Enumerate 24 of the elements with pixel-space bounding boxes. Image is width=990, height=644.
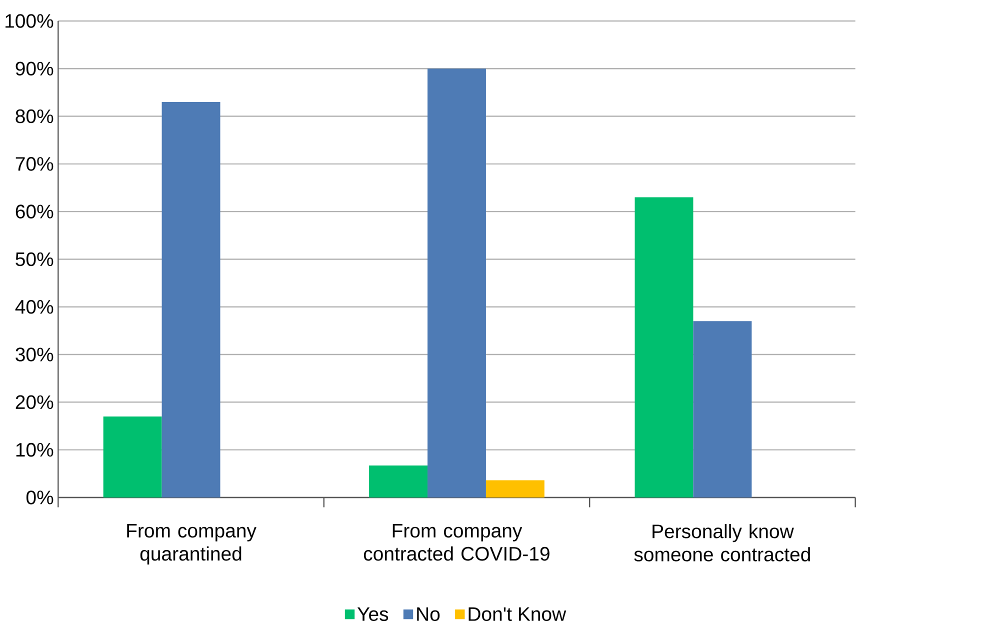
- x-tick-label: From company quarantined: [127, 524, 256, 565]
- y-tick-label: 90%: [16, 62, 54, 76]
- y-tick-label: 50%: [16, 252, 54, 266]
- y-tick-label: 70%: [16, 157, 54, 172]
- legend-label: Yes: [357, 608, 388, 622]
- y-tick-label: 10%: [16, 443, 54, 457]
- y-tick-label: 80%: [16, 110, 54, 124]
- bar: [369, 466, 428, 498]
- legend-label: Don't Know: [468, 608, 566, 622]
- y-tick-label: 20%: [16, 396, 54, 410]
- x-tick-label: From company contracted COVID-19: [364, 524, 550, 561]
- bar: [428, 68, 486, 498]
- bar: [103, 416, 162, 498]
- y-tick-label: 60%: [16, 204, 54, 219]
- x-tick-label: Personally know someone contracted: [634, 524, 810, 562]
- bar: [162, 102, 220, 498]
- bar: [486, 480, 544, 498]
- legend-label: No: [417, 608, 440, 622]
- y-tick-label: 100%: [6, 14, 54, 28]
- bar: [693, 321, 752, 498]
- bar: [634, 198, 694, 498]
- y-tick-label: 30%: [16, 348, 54, 362]
- y-tick-label: 40%: [15, 300, 54, 314]
- y-tick-label: 0%: [26, 490, 54, 505]
